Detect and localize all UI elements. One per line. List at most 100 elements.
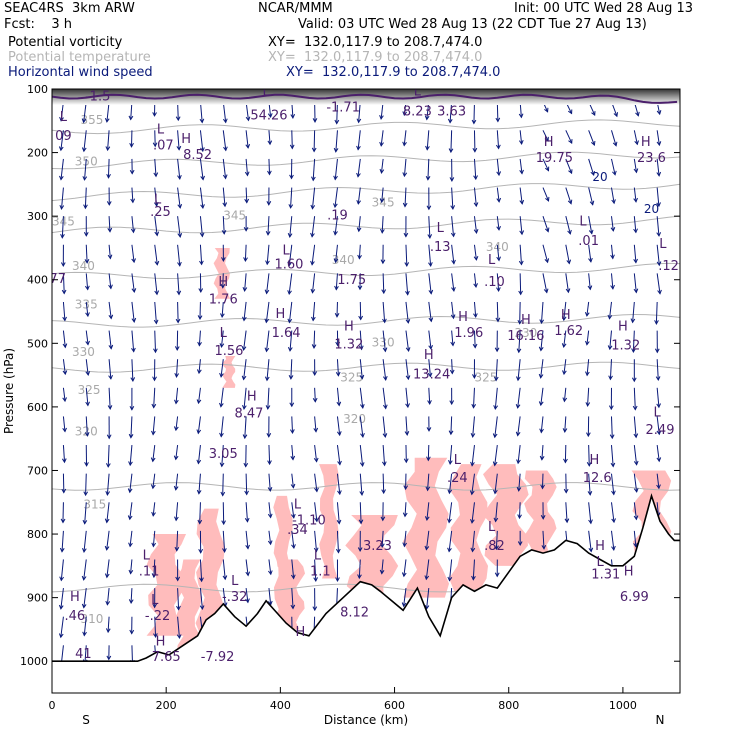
wind-vector-head [245, 544, 250, 550]
wind-vector-shaft [108, 387, 111, 409]
wind-vector [588, 530, 594, 553]
wind-vector-head [631, 377, 637, 383]
wind-vector-shaft [540, 301, 544, 324]
wind-vector-head [84, 462, 89, 467]
wind-vector-shaft [404, 187, 407, 207]
wind-vector [154, 244, 160, 266]
wind-vector-shaft [428, 273, 432, 294]
wind-vector-head [588, 519, 593, 525]
wind-vector-shaft [198, 473, 201, 494]
wind-vector [199, 130, 205, 153]
wind-vector-head [85, 312, 90, 318]
wind-vector [108, 359, 113, 380]
wind-vector-head [62, 316, 67, 322]
wind-vector-head [425, 145, 430, 151]
wind-vector [128, 416, 134, 439]
wind-vector-shaft [381, 187, 384, 203]
wind-vector-head [290, 113, 296, 119]
wind-vector-shaft [199, 216, 203, 237]
wind-vector-head [173, 455, 179, 461]
wind-vector-shaft [268, 445, 271, 465]
wind-vector-head [152, 112, 157, 117]
wind-vector [199, 244, 204, 266]
wind-vector-head [473, 229, 479, 235]
wind-vector-shaft [565, 130, 573, 144]
wind-vector-shaft [60, 130, 64, 151]
wind-vector-head [219, 372, 224, 378]
wind-vector-shaft [519, 216, 523, 235]
wind-vector-shaft [267, 387, 270, 409]
x-tick-label: 1000 [609, 699, 637, 712]
wind-vector [470, 502, 475, 524]
pv-label: 19.75 [536, 151, 573, 166]
theta-label: 340 [72, 259, 95, 273]
wind-vector [222, 530, 227, 553]
wind-vector-head [539, 428, 544, 434]
wind-vector [359, 473, 365, 496]
wind-vector-head [515, 431, 521, 437]
wind-vector-shaft [107, 445, 110, 467]
wind-vector [334, 273, 339, 291]
wind-vector-head [242, 316, 247, 322]
theta-contour-320 [52, 361, 680, 373]
wind-vector-head [612, 141, 618, 147]
wind-vector-shaft [108, 244, 111, 259]
wind-vector-shaft [61, 530, 64, 552]
wind-vector [359, 359, 365, 380]
wind-vector [198, 273, 204, 294]
wind-vector [150, 444, 156, 463]
wind-vector-shaft [428, 301, 432, 322]
wind-vector [336, 444, 342, 466]
wind-vector-shaft [60, 559, 64, 581]
wind-vector-head [544, 258, 550, 264]
pv-shaded-region [402, 457, 450, 598]
wind-vector-shaft [222, 530, 226, 552]
wind-vector-shaft [61, 216, 64, 238]
wind-vector [108, 273, 113, 290]
wind-vector-head [222, 174, 228, 180]
wind-vector-shaft [428, 330, 432, 349]
wind-vector [656, 273, 662, 295]
wind-vector-head [60, 262, 66, 268]
wind-vector-head [564, 518, 570, 524]
pv-shaded-region [523, 470, 557, 554]
pv-label: 8.52 [183, 148, 212, 163]
wind-vector [173, 416, 179, 432]
wind-vector [358, 301, 364, 321]
wind-vector [515, 387, 521, 409]
wind-vector [128, 559, 134, 575]
wind-vector [633, 216, 638, 234]
wind-vector-head [426, 456, 431, 462]
wind-vector-head [85, 371, 91, 377]
wind-vector-shaft [175, 473, 179, 490]
wind-vector-shaft [106, 101, 110, 122]
wind-vector-head [633, 488, 639, 493]
wind-vector-shaft [405, 359, 409, 380]
wind-vector [313, 444, 319, 463]
wind-vector-head [518, 113, 524, 119]
wind-vector-head [472, 147, 478, 153]
wind-vector-head [196, 369, 202, 375]
wind-vector-head [633, 168, 639, 174]
wind-vector-head [242, 405, 247, 410]
wind-vector-head [538, 346, 544, 352]
wind-vector-head [289, 429, 295, 435]
wind-vector-shaft [611, 158, 616, 175]
wind-vector [450, 330, 456, 347]
wind-vector [221, 502, 226, 526]
y-tick-label: 1000 [20, 655, 48, 668]
wind-vector-head [267, 140, 273, 146]
wind-vector [106, 158, 111, 179]
wind-vector-shaft [405, 330, 410, 352]
wind-vector [451, 273, 456, 292]
wind-vector [153, 158, 159, 178]
pv-label: 09 [55, 129, 72, 144]
wind-vector-head [245, 571, 251, 577]
wind-vector [405, 273, 410, 296]
wind-vector-head [633, 197, 638, 203]
theta-label: 345 [372, 196, 395, 210]
wind-vector [265, 216, 271, 236]
wind-vector-shaft [243, 330, 247, 351]
wind-vector [176, 588, 181, 611]
wind-vector-head [634, 140, 639, 146]
